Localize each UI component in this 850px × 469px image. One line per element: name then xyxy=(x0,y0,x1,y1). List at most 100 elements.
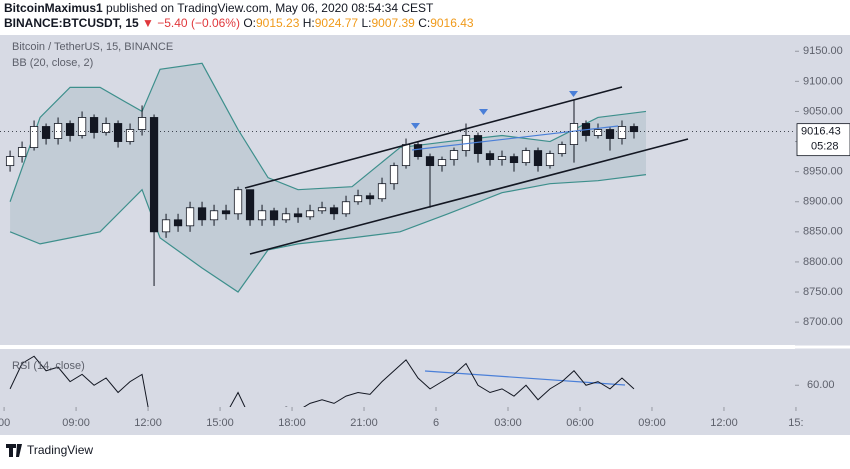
y-tick-label: 9150.00 xyxy=(803,45,843,57)
candle-body xyxy=(137,117,147,130)
y-tick-label: 8850.00 xyxy=(803,226,843,238)
candle-body xyxy=(497,156,507,161)
h-label: H: xyxy=(303,16,315,30)
candle-body xyxy=(425,156,435,167)
rsi xyxy=(9,355,635,407)
candle-body xyxy=(353,195,363,203)
header-line: BINANCE:BTCUSDT, 15 ▼ −5.40 (−0.06%) O:9… xyxy=(4,16,474,30)
header-line: BitcoinMaximus1 published on TradingView… xyxy=(4,1,434,15)
bb-legend: BB (20, close, 2) xyxy=(12,57,93,69)
l-label: L: xyxy=(361,16,371,30)
candle-body xyxy=(221,210,231,215)
candle-body xyxy=(509,156,519,164)
y-tick-label: 9050.00 xyxy=(803,105,843,117)
candle-body xyxy=(65,123,75,136)
x-tick-label: 21:00 xyxy=(350,417,378,429)
y-tick-label: 8800.00 xyxy=(803,256,843,268)
candle-body xyxy=(293,213,303,218)
change: ▼ −5.40 (−0.06%) xyxy=(142,16,240,30)
candle-body xyxy=(533,150,543,167)
candle-body xyxy=(629,126,639,133)
candle-body xyxy=(125,129,135,142)
candle-body xyxy=(437,159,447,167)
brand: TradingView xyxy=(27,443,93,457)
candle-body xyxy=(173,219,183,227)
candle-body xyxy=(209,210,219,221)
candle-body xyxy=(617,126,627,139)
candle-body xyxy=(401,144,411,167)
y-tick-label: 8700.00 xyxy=(803,316,843,328)
candle-body xyxy=(473,135,483,154)
o-value: 9015.23 xyxy=(256,16,300,30)
rsi-pane xyxy=(0,349,795,407)
countdown: 05:28 xyxy=(811,141,839,153)
candle-body xyxy=(5,156,15,167)
y-tick-label: 8750.00 xyxy=(803,286,843,298)
y-tick-label: 8950.00 xyxy=(803,166,843,178)
candle-body xyxy=(545,153,555,167)
candle-body xyxy=(377,183,387,200)
candle-body xyxy=(29,126,39,148)
x-tick-label: 6 xyxy=(433,417,439,429)
l-value: 9007.39 xyxy=(371,16,415,30)
candle-body xyxy=(41,126,51,139)
h-value: 9024.77 xyxy=(315,16,359,30)
x-tick-label: 09:00 xyxy=(638,417,666,429)
y-tick-label: 9100.00 xyxy=(803,75,843,87)
candle-body xyxy=(281,213,291,221)
last-price: 9016.43 xyxy=(801,126,841,138)
x-tick-label: 09:00 xyxy=(62,417,90,429)
candle-body xyxy=(317,207,327,212)
candle-body xyxy=(569,123,579,145)
candle-body xyxy=(521,150,531,164)
symbol: BINANCE:BTCUSDT, 15 xyxy=(4,16,139,30)
o-label: O: xyxy=(243,16,256,30)
candle-body xyxy=(113,123,123,142)
author: BitcoinMaximus1 xyxy=(4,1,103,15)
x-tick-label: 12:00 xyxy=(134,417,162,429)
candle-body xyxy=(101,123,111,133)
rsi-legend: RSI (14, close) xyxy=(12,360,85,372)
published: published on TradingView.com, May 06, 20… xyxy=(106,1,434,15)
candle-body xyxy=(413,144,423,157)
candle-body xyxy=(257,210,267,221)
band-fill xyxy=(10,63,646,293)
candle-body xyxy=(245,189,255,221)
c-value: 9016.43 xyxy=(430,16,474,30)
candle-body xyxy=(89,117,99,133)
candle-body xyxy=(365,195,375,200)
rsi-trend-line xyxy=(424,370,626,386)
channel-upper xyxy=(244,86,623,189)
x-tick-label: 15:00 xyxy=(206,417,234,429)
rsi-tick-label: 60.00 xyxy=(807,379,835,391)
trend-line xyxy=(411,125,619,151)
rsi-line xyxy=(9,355,635,407)
drawings xyxy=(244,86,689,386)
logo xyxy=(6,444,22,457)
candle-body xyxy=(269,210,279,221)
candle-body xyxy=(593,129,603,136)
candle-body xyxy=(185,207,195,227)
candle-body xyxy=(17,147,27,157)
candle-body xyxy=(77,117,87,136)
candle-body xyxy=(197,207,207,221)
candle-body xyxy=(557,144,567,154)
candle-body xyxy=(233,189,243,215)
legend-title: Bitcoin / TetherUS, 15, BINANCE xyxy=(12,41,173,53)
c-label: C: xyxy=(418,16,430,30)
x-tick-label: 15: xyxy=(788,417,803,429)
candle-body xyxy=(605,129,615,139)
y-tick-label: 8900.00 xyxy=(803,196,843,208)
candle-body xyxy=(485,153,495,161)
candle-body xyxy=(341,201,351,215)
last-price-box xyxy=(796,123,850,157)
x-tick-label: 03:00 xyxy=(494,417,522,429)
x-tick-label: 18:00 xyxy=(278,417,306,429)
channel-lower xyxy=(249,138,689,255)
price-axis xyxy=(795,35,850,407)
x-tick-label: 12:00 xyxy=(710,417,738,429)
candle-body xyxy=(305,210,315,218)
candle-body xyxy=(329,207,339,215)
candle-body xyxy=(161,219,171,233)
